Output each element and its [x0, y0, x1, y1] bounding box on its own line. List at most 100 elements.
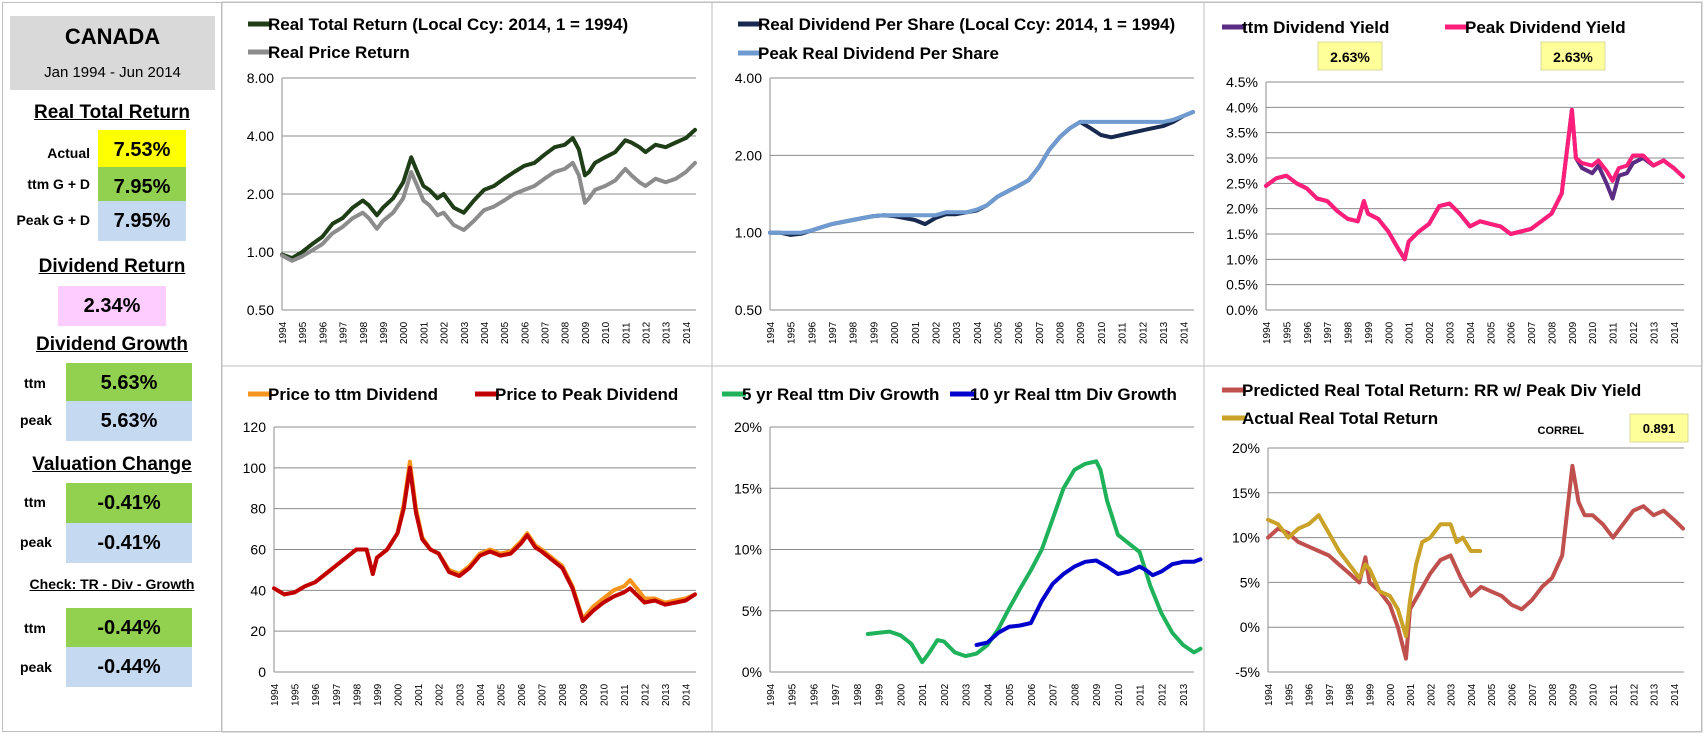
- summary-panel: CANADA Jan 1994 - Jun 2014 Real Total Re…: [2, 2, 222, 732]
- predicted-return-x-tick-label: 2011: [1609, 684, 1620, 706]
- total-return-series-1-line: [280, 160, 697, 263]
- predicted-return-y-tick-label: -5%: [1235, 664, 1260, 680]
- total-return-x-tick-label: 2010: [601, 321, 612, 344]
- dividend-yield-x-tick-label: 2004: [1466, 321, 1477, 344]
- dividend-yield-y-tick-label: 4.0%: [1226, 99, 1258, 115]
- total-return-x-tick-label: 1996: [318, 321, 329, 344]
- dividend-yield-legend-label-1: Peak Dividend Yield: [1465, 18, 1626, 37]
- predicted-return-x-tick-label: 2008: [1548, 683, 1559, 706]
- predicted-return-x-tick-label: 1994: [1264, 683, 1275, 706]
- dividend-growth-series-1-line: [974, 557, 1203, 647]
- dividend-yield-y-tick-label: 1.0%: [1226, 251, 1258, 267]
- correl-box: [1629, 413, 1689, 443]
- predicted-return-y-tick-label: 5%: [1240, 574, 1260, 590]
- dividend-yield-x-tick-label: 1995: [1282, 321, 1293, 344]
- dividend-yield-legend-label-0: ttm Dividend Yield: [1242, 18, 1389, 37]
- dividend-yield-x-tick-label: 2000: [1384, 321, 1395, 344]
- dividend-growth-x-tick-label: 2004: [983, 683, 994, 706]
- div-growth-peak-label: peak: [20, 412, 52, 428]
- total-return-series-0-line: [280, 127, 697, 261]
- dividend-yield-y-tick-label: 3.0%: [1226, 150, 1258, 166]
- dividend-growth-x-tick-label: 2011: [1136, 684, 1147, 706]
- dividend-growth-x-tick-label: 2000: [896, 683, 907, 706]
- total-return-y-tick-label: 1.00: [247, 244, 274, 260]
- predicted-return-x-tick-label: 2001: [1406, 683, 1417, 706]
- price-to-dividend-y-tick-label: 20: [250, 623, 266, 639]
- predicted-return-panel-border: [1203, 365, 1703, 733]
- total-return-x-tick-label: 1994: [278, 321, 289, 344]
- dividend-yield-x-tick-label: 1998: [1344, 321, 1355, 344]
- dividend-yield-annotation-box-1: [1540, 41, 1606, 71]
- dividend-per-share-x-tick-label: 1994: [766, 321, 777, 344]
- dividend-yield-y-tick-label: 2.0%: [1226, 201, 1258, 217]
- predicted-return-x-tick-label: 2005: [1487, 683, 1498, 706]
- dividend-growth-x-tick-label: 2009: [1092, 683, 1103, 706]
- date-range: Jan 1994 - Jun 2014: [44, 64, 181, 81]
- dividend-yield-chart: 0.0% 0.5% 1.0% 1.5% 2.0% 2.5% 3.0% 3.5% 4.0% 4.5%…: [1203, 1, 1703, 367]
- correl-value: 0.891: [1643, 421, 1676, 436]
- dividend-yield-annotation-box-0: [1317, 41, 1383, 71]
- price-to-dividend-x-tick-label: 2013: [661, 683, 672, 706]
- dividend-per-share-chart: 0.50 1.00 2.00 4.00 1994 1995 1996 1997 1998 1999…: [711, 1, 1205, 367]
- price-to-dividend-x-tick-label: 1999: [373, 683, 384, 706]
- predicted-return-x-tick-label: 2004: [1467, 683, 1478, 706]
- price-to-dividend-legend-label-0: Price to ttm Dividend: [268, 385, 438, 404]
- dividend-yield-x-tick-label: 2014: [1670, 321, 1681, 344]
- check-peak-label: peak: [20, 659, 52, 675]
- dividend-growth-x-tick-label: 2008: [1070, 683, 1081, 706]
- price-to-dividend-x-tick-label: 2008: [558, 683, 569, 706]
- dividend-per-share-x-tick-label: 2005: [994, 321, 1005, 344]
- dividend-per-share-x-tick-label: 2001: [911, 321, 922, 344]
- dividend-per-share-x-tick-label: 2013: [1159, 321, 1170, 344]
- dividend-growth-x-tick-label: 1996: [809, 683, 820, 706]
- dividend-yield-x-tick-label: 2001: [1405, 321, 1416, 344]
- dividend-yield-x-tick-label: 2013: [1649, 321, 1660, 344]
- dividend-per-share-y-tick-label: 4.00: [735, 70, 762, 86]
- dividend-per-share-x-tick-label: 2007: [1035, 321, 1046, 344]
- valuation-change-heading: Valuation Change: [32, 454, 192, 475]
- dividend-per-share-x-tick-label: 2006: [1014, 321, 1025, 344]
- total-return-chart: 0.50 1.00 2.00 4.00 8.00 1994 1995 1996 1997 1998…: [221, 1, 713, 367]
- dividend-per-share-legend-label-1: Peak Real Dividend Per Share: [758, 44, 999, 63]
- dividend-yield-x-tick-label: 1994: [1262, 321, 1273, 344]
- dividend-yield-y-tick-label: 1.5%: [1226, 226, 1258, 242]
- check-peak-value: -0.44%: [66, 647, 192, 687]
- predicted-return-x-tick-label: 2000: [1386, 683, 1397, 706]
- dividend-yield-x-tick-label: 2011: [1609, 322, 1620, 344]
- price-to-dividend-x-tick-label: 1995: [291, 683, 302, 706]
- price-to-dividend-x-tick-label: 2002: [435, 683, 446, 706]
- dividend-growth-heading: Dividend Growth: [36, 334, 188, 355]
- total-return-legend-label-1: Real Price Return: [268, 43, 410, 62]
- dividend-growth-y-tick-label: 0%: [742, 664, 762, 680]
- price-to-dividend-x-tick-label: 2005: [496, 683, 507, 706]
- total-return-x-tick-label: 1998: [359, 321, 370, 344]
- price-to-dividend-x-tick-label: 2007: [538, 683, 549, 706]
- total-return-x-tick-label: 2002: [440, 321, 451, 344]
- dividend-yield-x-tick-label: 2007: [1527, 321, 1538, 344]
- dividend-per-share-x-tick-label: 2010: [1097, 321, 1108, 344]
- dividend-yield-x-tick-label: 2006: [1507, 321, 1518, 344]
- dividend-growth-x-tick-label: 2010: [1114, 683, 1125, 706]
- price-to-dividend-chart: 0 20 40 60 80 100 120 1994 1995 1996 1997 1998 1999 2…: [221, 365, 713, 733]
- price-to-dividend-series-0-line: [272, 459, 697, 621]
- div-growth-ttm-label: ttm: [24, 375, 46, 391]
- dividend-yield-x-tick-label: 2008: [1547, 321, 1558, 344]
- total-return-x-tick-label: 2006: [520, 321, 531, 344]
- total-return-x-tick-label: 1997: [339, 321, 350, 344]
- price-to-dividend-x-tick-label: 2000: [394, 683, 405, 706]
- predicted-return-x-tick-label: 1999: [1365, 683, 1376, 706]
- dividend-yield-y-tick-label: 4.5%: [1226, 74, 1258, 90]
- predicted-return-x-tick-label: 2010: [1589, 683, 1600, 706]
- price-to-dividend-x-tick-label: 2004: [476, 683, 487, 706]
- dividend-growth-y-tick-label: 15%: [734, 480, 762, 496]
- actual-label: Actual: [47, 145, 90, 161]
- dividend-growth-chart: 0% 5% 10% 15% 20% 1994 1995 1996 1997 1998 1999 200…: [711, 365, 1205, 733]
- price-to-dividend-x-tick-label: 2011: [620, 684, 631, 706]
- total-return-x-tick-label: 2013: [662, 321, 673, 344]
- predicted-return-x-tick-label: 1998: [1345, 683, 1356, 706]
- total-return-x-tick-label: 2009: [581, 321, 592, 344]
- predicted-return-x-tick-label: 2007: [1528, 683, 1539, 706]
- dividend-growth-x-tick-label: 2007: [1049, 683, 1060, 706]
- price-to-dividend-x-tick-label: 2006: [517, 683, 528, 706]
